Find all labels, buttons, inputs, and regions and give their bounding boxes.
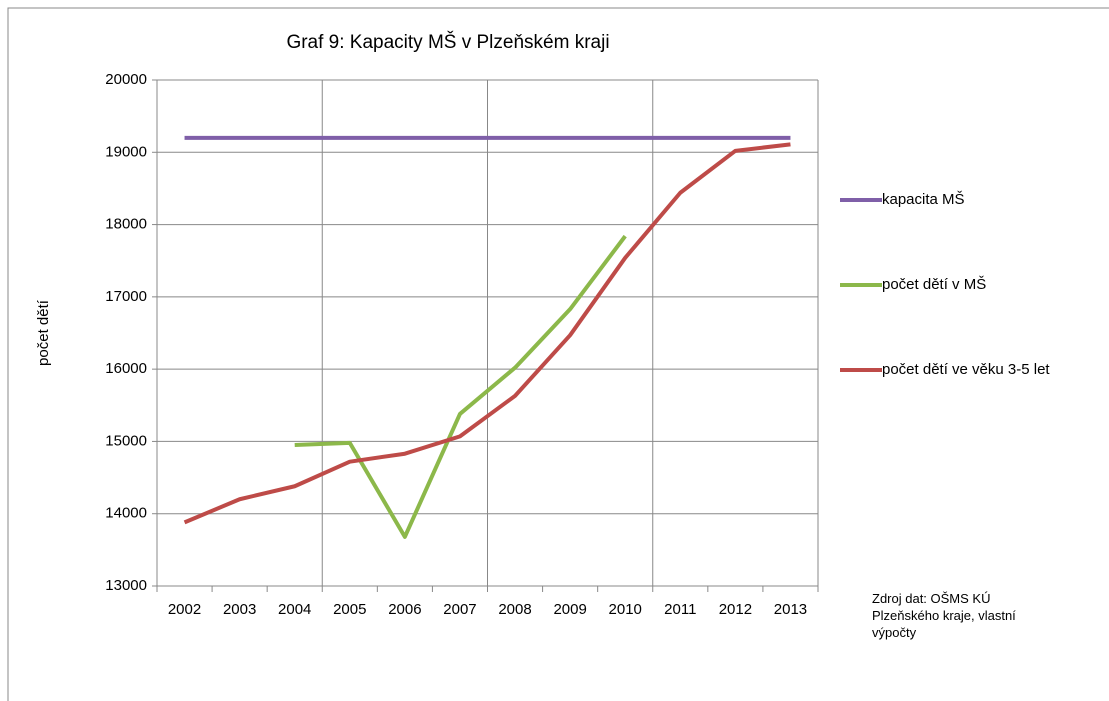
y-tick-label: 17000 <box>105 288 147 305</box>
y-tick-label: 14000 <box>105 505 147 522</box>
x-tick-label: 2009 <box>553 601 586 618</box>
y-tick-label: 15000 <box>105 432 147 449</box>
x-tick-label: 2006 <box>388 601 421 618</box>
legend-label: počet dětí ve věku 3-5 let <box>882 361 1050 378</box>
x-tick-label: 2003 <box>223 601 256 618</box>
x-tick-label: 2010 <box>609 601 642 618</box>
legend-label: počet dětí v MŠ <box>882 276 987 293</box>
source-line: Zdroj dat: OŠMS KÚ <box>872 591 991 606</box>
source-line: Plzeňského kraje, vlastní <box>872 608 1016 623</box>
x-tick-label: 2011 <box>664 601 696 618</box>
y-axis-label: počet dětí <box>35 299 52 366</box>
x-tick-label: 2013 <box>774 601 807 618</box>
x-tick-label: 2008 <box>498 601 531 618</box>
series-line <box>183 142 791 525</box>
x-tick-label: 2007 <box>443 601 476 618</box>
series-line <box>294 234 627 539</box>
y-tick-label: 19000 <box>105 143 147 160</box>
source-line: výpočty <box>872 625 917 640</box>
y-tick-label: 13000 <box>105 577 147 594</box>
legend-label: kapacita MŠ <box>882 191 965 208</box>
chart-title: Graf 9: Kapacity MŠ v Plzeňském kraji <box>286 31 609 53</box>
y-tick-label: 20000 <box>105 71 147 88</box>
source-note: Zdroj dat: OŠMS KÚ Plzeňského kraje, vla… <box>872 590 1016 641</box>
chart-border <box>7 7 1109 701</box>
x-tick-label: 2012 <box>719 601 752 618</box>
x-tick-label: 2002 <box>168 601 201 618</box>
y-tick-label: 16000 <box>105 360 147 377</box>
x-tick-label: 2004 <box>278 601 311 618</box>
y-tick-label: 18000 <box>105 216 147 233</box>
x-tick-label: 2005 <box>333 601 366 618</box>
